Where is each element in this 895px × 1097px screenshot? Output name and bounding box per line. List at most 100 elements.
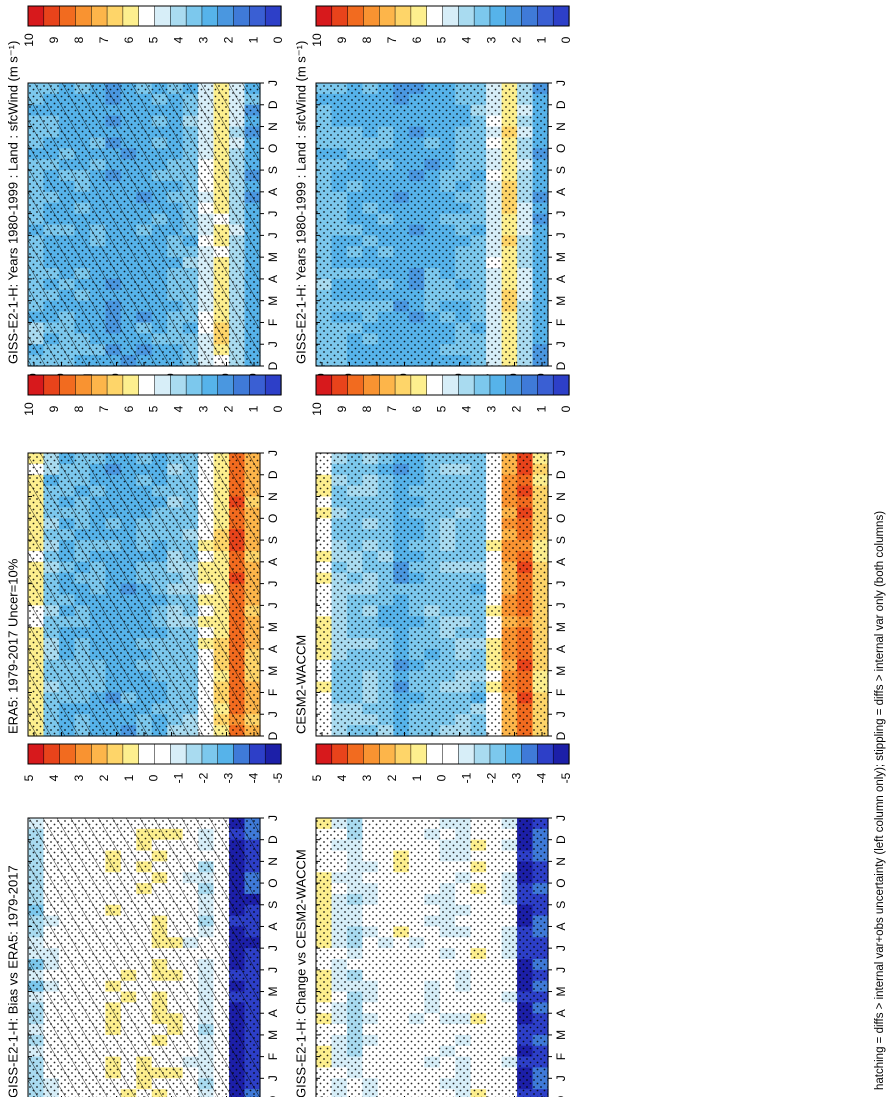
colorbar-swatch — [27, 5, 45, 27]
colorbar-swatch — [249, 374, 266, 396]
colorbar-tick-label: 1 — [534, 405, 548, 412]
month-label: D — [554, 731, 568, 740]
colorbar-swatch — [505, 374, 523, 396]
colorbar-swatch — [426, 5, 444, 27]
month-label: J — [554, 815, 568, 821]
panel-p6: DJFMAMJJASONDJ8060°N20020°S6080GISS-E2-1… — [293, 815, 568, 1097]
colorbar-tick-label: -2 — [484, 772, 498, 783]
month-label: O — [266, 878, 280, 887]
colorbar-swatch — [347, 743, 365, 765]
colorbar-tick-label: 5 — [147, 405, 161, 412]
colorbar-tick-label: 1 — [534, 36, 548, 43]
colorbar-tick-label: 2 — [385, 774, 399, 781]
colorbar-swatch — [442, 5, 459, 27]
panel-p5: DJFMAMJJASONDJ8060°N20020°S6080CESM2-WAC… — [293, 450, 568, 757]
month-label: S — [266, 536, 280, 544]
colorbar-tick-label: 10 — [22, 402, 36, 416]
colorbar-tick-label: 4 — [172, 36, 186, 43]
colorbar-tick-label: 9 — [335, 405, 349, 412]
month-label: A — [266, 1009, 280, 1017]
colorbar-tick-label: 0 — [559, 36, 573, 43]
colorbar-swatch — [347, 5, 365, 27]
colorbar-tick-label: 10 — [22, 33, 36, 47]
month-label: S — [554, 901, 568, 909]
colorbar-swatch — [458, 374, 475, 396]
colorbar-swatch — [91, 5, 108, 27]
panel-p3: DJFMAMJJASONDJ8060°N20020°S6080GISS-E2-1… — [5, 815, 280, 1097]
colorbar-swatch — [473, 5, 491, 27]
month-label: S — [554, 536, 568, 544]
colorbar-swatch — [521, 5, 539, 27]
colorbar-tick-label: 1 — [246, 405, 260, 412]
colorbar-swatch — [315, 5, 333, 27]
colorbar-tick-label: 4 — [172, 405, 186, 412]
colorbar-swatch — [394, 743, 412, 765]
colorbar-tick-label: 2 — [509, 36, 523, 43]
colorbar-tick-label: 0 — [559, 405, 573, 412]
colorbar-tick-label: 0 — [271, 405, 285, 412]
stippling-overlay — [316, 83, 548, 366]
colorbar-swatch — [185, 374, 203, 396]
month-label: A — [266, 188, 280, 196]
colorbar-swatch — [91, 743, 108, 765]
colorbar-swatch — [43, 5, 61, 27]
month-label: S — [554, 166, 568, 174]
month-label: O — [554, 144, 568, 153]
month-label: J — [554, 80, 568, 86]
colorbar-swatch — [394, 374, 412, 396]
colorbar-tick-label: 0 — [147, 774, 161, 781]
colorbar-swatch — [331, 5, 349, 27]
colorbar-swatch — [170, 5, 187, 27]
colorbar-p1: 10 9 8 7 6 5 4 3 2 1 0 — [22, 5, 285, 47]
month-label: A — [554, 558, 568, 566]
colorbar-swatch — [59, 5, 77, 27]
colorbar-tick-label: -5 — [559, 772, 573, 783]
colorbar-swatch — [201, 5, 219, 27]
colorbar-tick-label: 8 — [360, 36, 374, 43]
colorbar-tick-label: 10 — [310, 33, 324, 47]
colorbar-swatch — [91, 374, 108, 396]
month-label: J — [266, 341, 280, 347]
month-label: D — [266, 731, 280, 740]
month-label: M — [266, 987, 280, 997]
month-label: N — [554, 492, 568, 501]
colorbar-swatch — [489, 743, 507, 765]
month-label: D — [554, 100, 568, 109]
colorbar-swatch — [233, 743, 251, 765]
colorbar-p2: 10 9 8 7 6 5 4 3 2 1 0 — [22, 374, 285, 416]
colorbar-tick-label: 8 — [360, 405, 374, 412]
colorbar-frame — [27, 5, 282, 27]
colorbar-swatch — [249, 743, 266, 765]
hatching-overlay — [28, 453, 260, 736]
month-label: M — [554, 622, 568, 632]
colorbar-swatch — [264, 743, 282, 765]
colorbar-tick-label: 8 — [72, 405, 86, 412]
colorbar-swatch — [442, 743, 459, 765]
colorbar-swatch — [379, 374, 396, 396]
colorbar-swatch — [154, 374, 171, 396]
colorbar-tick-label: 6 — [122, 36, 136, 43]
colorbar-tick-label: 6 — [410, 36, 424, 43]
month-label: M — [266, 1030, 280, 1040]
colorbar-swatch — [331, 743, 349, 765]
colorbar-swatch — [154, 743, 171, 765]
colorbar-swatch — [458, 743, 475, 765]
colorbar-swatch — [379, 743, 396, 765]
month-label: F — [554, 689, 568, 696]
colorbar-swatch — [552, 374, 570, 396]
colorbar-tick-label: 7 — [97, 405, 111, 412]
colorbar-frame — [315, 743, 570, 765]
month-label: O — [554, 514, 568, 523]
colorbar-tick-label: 1 — [410, 774, 424, 781]
colorbar-swatch — [27, 374, 45, 396]
colorbar-swatch — [537, 374, 554, 396]
colorbar-frame — [315, 5, 570, 27]
colorbar-tick-label: 9 — [47, 36, 61, 43]
colorbar-swatch — [138, 743, 156, 765]
month-label: J — [266, 1075, 280, 1081]
colorbar-swatch — [347, 374, 365, 396]
colorbar-swatch — [410, 5, 428, 27]
month-label: N — [554, 857, 568, 866]
colorbar-swatch — [410, 743, 428, 765]
